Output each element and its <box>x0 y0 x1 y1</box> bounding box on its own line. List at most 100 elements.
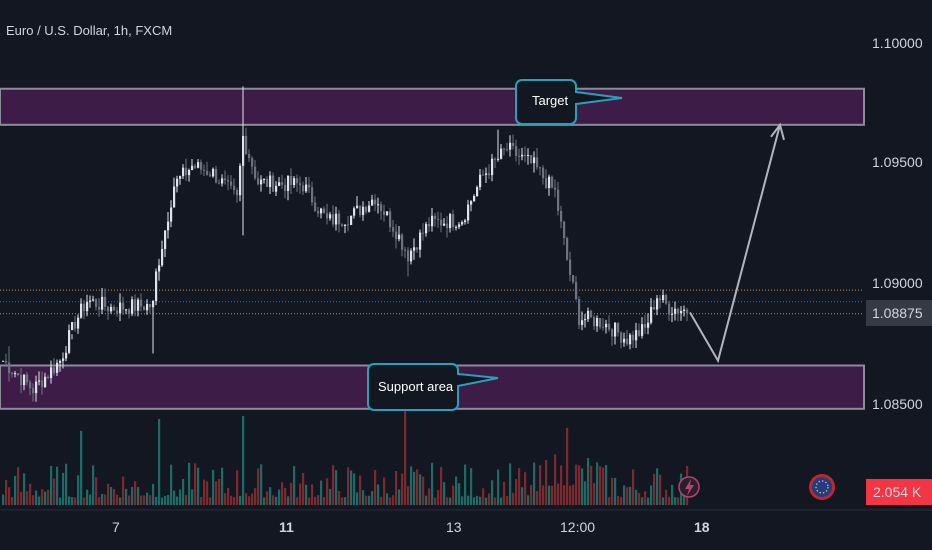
candle <box>332 205 335 227</box>
candle <box>566 236 569 261</box>
volume-bar <box>38 496 41 505</box>
volume-layer <box>2 410 689 505</box>
candles-layer[interactable] <box>2 86 689 402</box>
candle <box>212 167 215 178</box>
candle <box>155 268 158 306</box>
candle <box>317 206 320 218</box>
volume-bar <box>80 430 83 505</box>
candle <box>32 383 35 402</box>
volume-bar <box>347 467 350 505</box>
volume-bar <box>467 495 470 505</box>
volume-bar <box>119 497 122 505</box>
candle <box>497 129 500 162</box>
candle <box>95 298 98 311</box>
volume-bar <box>257 468 260 505</box>
candle <box>233 178 236 195</box>
candle <box>92 295 95 302</box>
volume-bar <box>275 496 278 505</box>
candle <box>338 209 341 233</box>
volume-bar <box>623 485 626 505</box>
volume-bar <box>374 469 377 505</box>
volume-bar <box>596 462 599 505</box>
volume-bar <box>338 490 341 505</box>
candle <box>392 219 395 238</box>
volume-bar <box>71 497 74 505</box>
volume-bar <box>344 497 347 505</box>
candle <box>620 331 623 349</box>
candle <box>536 148 539 170</box>
time-tick: 13 <box>446 519 462 535</box>
candle <box>38 371 41 386</box>
volume-bar <box>371 491 374 505</box>
volume-bar <box>236 470 239 505</box>
candle <box>467 199 470 224</box>
candle <box>632 330 635 349</box>
candle <box>440 212 443 233</box>
candle <box>23 374 26 391</box>
candle <box>500 144 503 160</box>
volume-bar <box>92 465 95 505</box>
volume-bar <box>143 495 146 505</box>
candle <box>5 353 8 367</box>
volume-bar <box>266 491 269 505</box>
volume-bar <box>482 488 485 505</box>
candle <box>188 168 191 182</box>
volume-bar <box>311 484 314 505</box>
candle <box>80 298 83 319</box>
volume-bar <box>377 484 380 505</box>
candle <box>131 296 134 317</box>
volume-bar <box>296 497 299 505</box>
volume-bar <box>83 497 86 505</box>
support-callout[interactable]: Support area <box>367 363 499 411</box>
volume-bar <box>53 478 56 505</box>
lightning-icon[interactable] <box>678 476 700 498</box>
volume-bar <box>365 495 368 505</box>
volume-bar <box>29 483 32 505</box>
candle <box>626 329 629 346</box>
candle <box>404 246 407 259</box>
volume-bar <box>476 495 479 505</box>
volume-bar <box>182 478 185 505</box>
volume-bar <box>149 495 152 505</box>
candle <box>638 323 641 337</box>
drawings-layer[interactable] <box>689 122 785 364</box>
volume-bar <box>587 458 590 505</box>
volume-bar <box>581 468 584 505</box>
candle <box>218 179 221 185</box>
candle <box>197 158 200 169</box>
candle <box>602 318 605 331</box>
candle <box>161 240 164 267</box>
candle <box>464 218 467 225</box>
eu-flag-icon[interactable] <box>809 474 835 500</box>
candle <box>101 287 104 315</box>
target-callout[interactable]: Target <box>515 79 623 125</box>
volume-bar <box>113 489 116 505</box>
candle <box>599 317 602 330</box>
candle <box>671 306 674 323</box>
volume-bar <box>617 495 620 505</box>
volume-bar <box>464 464 467 505</box>
candle <box>281 174 284 189</box>
volume-bar <box>323 497 326 505</box>
target-zone[interactable] <box>0 87 865 126</box>
candle <box>44 372 47 388</box>
candle <box>203 164 206 176</box>
volume-bar <box>197 467 200 505</box>
candle <box>614 322 617 345</box>
volume-bar <box>674 497 677 505</box>
candle <box>89 295 92 308</box>
volume-bar <box>206 481 209 505</box>
candle <box>50 360 53 384</box>
volume-bar <box>77 475 80 505</box>
volume-bar <box>131 487 134 505</box>
price-axis[interactable]: 1.10000 1.09500 1.09000 1.08500 1.08875 … <box>866 35 932 505</box>
time-axis[interactable]: 7 11 13 12:00 18 <box>0 509 932 535</box>
candle <box>557 181 560 216</box>
candle <box>611 328 614 346</box>
projection-path[interactable] <box>689 124 781 364</box>
candle <box>644 315 647 334</box>
volume-bar <box>551 485 554 505</box>
volume-bar <box>668 496 671 505</box>
candle <box>206 161 209 176</box>
